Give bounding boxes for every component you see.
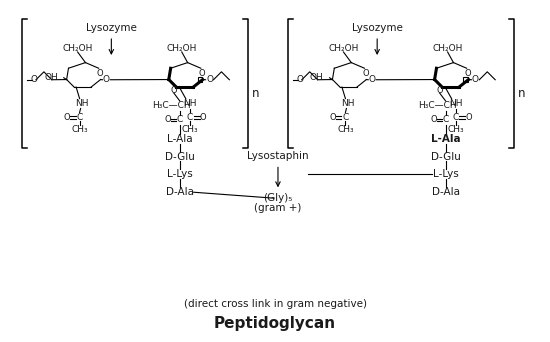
- Text: OH: OH: [44, 73, 58, 82]
- Text: CH₂OH: CH₂OH: [63, 43, 93, 53]
- Text: O: O: [464, 69, 471, 78]
- Text: CH₂OH: CH₂OH: [432, 43, 463, 53]
- Text: O: O: [199, 113, 206, 122]
- Text: O: O: [164, 115, 171, 124]
- Text: O: O: [63, 113, 70, 122]
- Text: O: O: [103, 75, 110, 84]
- Text: L-Ala: L-Ala: [431, 134, 460, 144]
- Text: H₃C—CH: H₃C—CH: [152, 102, 191, 110]
- Text: O: O: [30, 75, 37, 84]
- Text: D-Glu: D-Glu: [165, 152, 195, 161]
- Bar: [463, 77, 468, 82]
- Text: CH₃: CH₃: [72, 125, 88, 134]
- Text: CH₃: CH₃: [182, 125, 198, 134]
- Text: O: O: [431, 115, 437, 124]
- Text: D-Ala: D-Ala: [432, 187, 460, 197]
- Text: OH: OH: [310, 73, 323, 82]
- Text: Lysozyme: Lysozyme: [86, 23, 137, 33]
- Text: NH: NH: [183, 99, 196, 108]
- Text: O: O: [472, 75, 479, 84]
- Text: (Gly)₅: (Gly)₅: [263, 193, 293, 203]
- Text: O: O: [329, 113, 336, 122]
- Text: Lysozyme: Lysozyme: [352, 23, 403, 33]
- Text: O: O: [368, 75, 376, 84]
- Text: O: O: [465, 113, 472, 122]
- Text: D-Ala: D-Ala: [166, 187, 194, 197]
- Text: L-Ala: L-Ala: [167, 134, 192, 144]
- Text: D-Glu: D-Glu: [431, 152, 460, 161]
- Text: O: O: [436, 86, 443, 94]
- Text: (direct cross link in gram negative): (direct cross link in gram negative): [184, 299, 366, 309]
- Text: C: C: [186, 113, 193, 122]
- Text: C: C: [443, 115, 449, 124]
- Text: O: O: [296, 75, 303, 84]
- Text: C: C: [76, 113, 82, 122]
- Text: Peptidoglycan: Peptidoglycan: [214, 316, 336, 331]
- Text: n: n: [518, 87, 525, 100]
- Text: n: n: [252, 87, 260, 100]
- Text: C: C: [453, 113, 459, 122]
- Text: CH₂OH: CH₂OH: [167, 43, 197, 53]
- Text: L-Lys: L-Lys: [433, 169, 459, 179]
- Text: CH₃: CH₃: [337, 125, 354, 134]
- Text: L-Lys: L-Lys: [167, 169, 192, 179]
- Text: C: C: [177, 115, 183, 124]
- Text: C: C: [342, 113, 349, 122]
- Text: O: O: [206, 75, 213, 84]
- Text: CH₃: CH₃: [447, 125, 464, 134]
- Text: NH: NH: [449, 99, 462, 108]
- Text: O: O: [96, 69, 103, 78]
- Text: O: O: [170, 86, 177, 94]
- Text: NH: NH: [75, 99, 89, 108]
- Text: Lysostaphin: Lysostaphin: [247, 152, 309, 161]
- Bar: [197, 77, 202, 82]
- Text: O: O: [199, 69, 205, 78]
- Text: O: O: [362, 69, 369, 78]
- Text: (gram +): (gram +): [254, 203, 301, 213]
- Text: H₃C—CH: H₃C—CH: [419, 102, 457, 110]
- Text: NH: NH: [340, 99, 354, 108]
- Text: CH₂OH: CH₂OH: [328, 43, 359, 53]
